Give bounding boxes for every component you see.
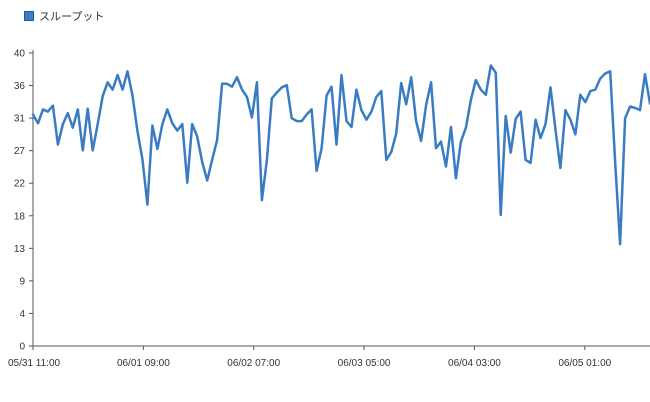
y-tick-label: 9 bbox=[19, 276, 25, 287]
legend-label: スループット bbox=[39, 11, 105, 23]
x-axis: 05/31 11:00 06/01 09:00 06/02 07:00 06/03 0… bbox=[8, 345, 650, 369]
y-tick-label: 13 bbox=[14, 244, 26, 255]
y-axis: 0 4 9 13 18 22 27 31 36 40 bbox=[14, 49, 34, 353]
y-tick-label: 36 bbox=[14, 81, 26, 92]
x-tick-label: 06/02 07:00 bbox=[227, 358, 280, 369]
x-tick-label: 05/31 11:00 bbox=[8, 358, 61, 369]
legend[interactable]: スループット bbox=[24, 8, 104, 24]
y-tick-label: 31 bbox=[14, 114, 26, 125]
series-line bbox=[31, 64, 650, 246]
legend-swatch bbox=[24, 11, 34, 21]
x-tick-label: 06/01 09:00 bbox=[117, 358, 170, 369]
y-tick-label: 4 bbox=[19, 309, 25, 320]
y-tick-label: 0 bbox=[19, 342, 25, 353]
y-tick-label: 27 bbox=[14, 146, 26, 157]
x-tick-label: 06/03 05:00 bbox=[338, 358, 391, 369]
x-tick-label: 06/05 01:00 bbox=[558, 358, 611, 369]
plot-area bbox=[31, 64, 650, 246]
y-tick-label: 18 bbox=[14, 211, 26, 222]
y-tick-label: 40 bbox=[14, 49, 26, 60]
x-tick-label: 06/04 03:00 bbox=[448, 358, 501, 369]
y-tick-label: 22 bbox=[14, 179, 26, 190]
